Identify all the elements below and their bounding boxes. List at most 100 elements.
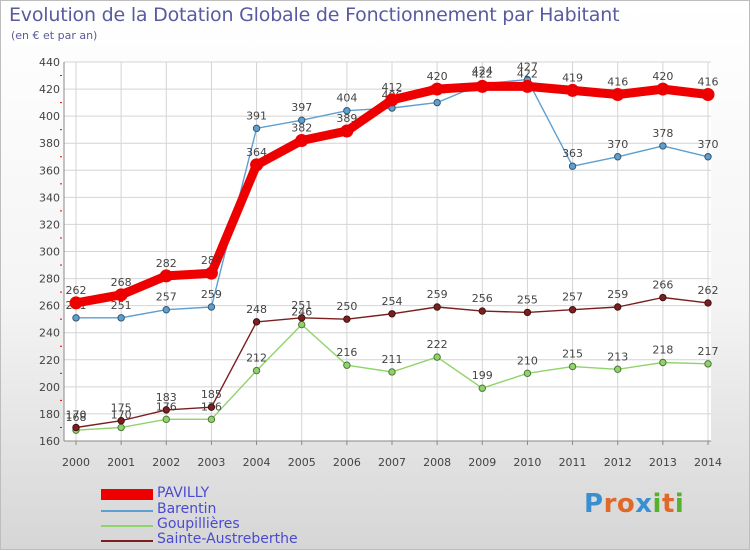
data-label-sainte-austreberthe: 259 <box>607 288 628 301</box>
y-tick-label: 260 <box>39 300 60 313</box>
y-tick-label: 340 <box>39 191 60 204</box>
data-label-barentin: 251 <box>111 299 132 312</box>
data-point-goupillieres <box>298 320 306 329</box>
series-barentin: 2512512572593913974044064104244273633703… <box>66 61 719 322</box>
data-label-sainte-austreberthe: 257 <box>562 291 583 304</box>
data-point-goupillieres <box>704 360 712 368</box>
data-point-barentin <box>433 98 441 107</box>
x-tick-label: 2010 <box>513 456 541 469</box>
legend-swatch-pavilly <box>101 489 153 500</box>
y-tick-label: 400 <box>39 110 60 123</box>
data-label-sainte-austreberthe: 250 <box>336 300 357 313</box>
data-point-pavilly <box>475 79 489 93</box>
y-tick-label: 420 <box>39 83 60 96</box>
y-tick-label: 160 <box>39 435 60 448</box>
data-point-pavilly <box>340 124 354 138</box>
data-point-sainte-austreberthe <box>252 318 261 326</box>
x-tick-label: 2004 <box>243 456 271 469</box>
data-label-barentin: 397 <box>291 101 312 114</box>
data-label-pavilly: 422 <box>517 67 538 80</box>
data-point-sainte-austreberthe <box>162 406 170 414</box>
y-tick-label: 320 <box>39 218 60 231</box>
data-point-goupillieres <box>343 361 351 369</box>
y-tick-label: 200 <box>39 381 60 394</box>
data-point-goupillieres <box>568 362 577 371</box>
data-label-sainte-austreberthe: 266 <box>652 279 673 292</box>
x-tick-label: 2007 <box>378 456 406 469</box>
data-label-sainte-austreberthe: 175 <box>111 402 132 415</box>
data-point-pavilly <box>295 134 309 148</box>
data-point-sainte-austreberthe <box>433 303 441 311</box>
data-label-sainte-austreberthe: 256 <box>472 292 493 305</box>
data-point-pavilly <box>114 288 128 302</box>
data-label-pavilly: 262 <box>66 284 87 297</box>
data-point-goupillieres <box>117 423 125 432</box>
data-point-sainte-austreberthe <box>117 416 125 425</box>
legend-label-sainte-austreberthe: Sainte-Austreberthe <box>157 531 298 547</box>
data-label-pavilly: 268 <box>111 276 132 289</box>
chart-title: Evolution de la Dotation Globale de Fonc… <box>9 4 620 26</box>
data-point-pavilly <box>430 82 444 96</box>
data-label-pavilly: 382 <box>291 122 312 135</box>
data-label-sainte-austreberthe: 251 <box>291 299 312 312</box>
data-point-goupillieres <box>659 358 667 367</box>
data-label-goupillieres: 215 <box>562 348 583 361</box>
data-point-pavilly <box>69 296 83 310</box>
data-point-barentin <box>614 153 622 161</box>
data-label-sainte-austreberthe: 170 <box>66 408 87 421</box>
data-point-pavilly <box>656 82 670 96</box>
y-tick-label: 240 <box>39 327 60 340</box>
data-label-goupillieres: 168 <box>66 411 87 424</box>
x-tick-label: 2003 <box>197 456 225 469</box>
data-point-sainte-austreberthe <box>298 314 306 322</box>
y-tick-label: 380 <box>39 137 60 150</box>
data-label-sainte-austreberthe: 255 <box>517 293 538 306</box>
data-label-barentin: 257 <box>156 291 177 304</box>
data-point-goupillieres <box>523 369 532 378</box>
logo-letter: P <box>584 489 604 519</box>
y-tick-label: 360 <box>39 164 60 177</box>
data-point-pavilly <box>611 87 625 101</box>
series-pavilly: 262 268 282 284 364 382 389 412 420 422 422 419 416 4… <box>66 67 719 310</box>
data-label-goupillieres: 218 <box>652 343 673 356</box>
data-point-pavilly <box>159 269 173 283</box>
data-label-pavilly: 416 <box>698 75 719 88</box>
data-label-goupillieres: 222 <box>427 338 448 351</box>
data-point-goupillieres <box>433 353 441 361</box>
data-point-barentin <box>568 162 577 170</box>
data-label-goupillieres: 211 <box>382 353 403 366</box>
x-tick-label: 2013 <box>649 456 677 469</box>
data-point-sainte-austreberthe <box>343 315 351 323</box>
data-point-sainte-austreberthe <box>614 303 622 311</box>
data-point-sainte-austreberthe <box>72 423 80 432</box>
data-point-barentin <box>298 116 306 124</box>
logo-letter: o <box>616 489 636 519</box>
data-point-barentin <box>704 153 712 161</box>
data-label-barentin: 259 <box>201 288 222 301</box>
proxiti-logo: Proxiti <box>584 489 684 519</box>
data-label-pavilly: 364 <box>246 146 267 159</box>
data-label-goupillieres: 246 <box>291 306 312 319</box>
data-point-pavilly <box>250 158 264 172</box>
logo-letter: x <box>635 489 653 519</box>
x-tick-label: 2011 <box>559 456 587 469</box>
y-tick-label: 440 <box>39 56 60 69</box>
data-point-goupillieres <box>388 368 396 376</box>
data-label-barentin: 424 <box>472 65 493 78</box>
x-tick-label: 2009 <box>468 456 496 469</box>
data-point-sainte-austreberthe <box>568 306 577 314</box>
y-tick-label: 180 <box>39 408 60 421</box>
data-point-goupillieres <box>614 365 622 373</box>
data-point-pavilly <box>204 266 218 280</box>
data-point-pavilly <box>701 87 715 101</box>
x-tick-label: 2000 <box>62 456 90 469</box>
data-label-barentin: 363 <box>562 147 583 160</box>
data-label-sainte-austreberthe: 248 <box>246 303 267 316</box>
data-label-barentin: 404 <box>336 92 357 105</box>
data-label-goupillieres: 213 <box>607 350 628 363</box>
data-label-goupillieres: 212 <box>246 352 267 365</box>
data-label-sainte-austreberthe: 254 <box>382 295 403 308</box>
logo-letter: i <box>674 489 685 519</box>
data-label-pavilly: 284 <box>201 254 222 267</box>
